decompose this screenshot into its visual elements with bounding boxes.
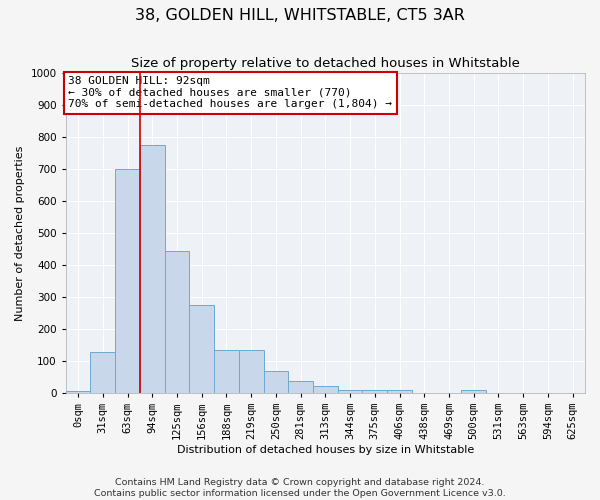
Bar: [91, 352, 115, 393]
Bar: [461, 390, 486, 393]
Title: Size of property relative to detached houses in Whitstable: Size of property relative to detached ho…: [131, 58, 520, 70]
Bar: [66, 392, 91, 393]
Bar: [387, 390, 412, 393]
Bar: [190, 305, 214, 393]
Bar: [115, 169, 140, 393]
Text: 38 GOLDEN HILL: 92sqm
← 30% of detached houses are smaller (770)
70% of semi-det: 38 GOLDEN HILL: 92sqm ← 30% of detached …: [68, 76, 392, 110]
Bar: [288, 381, 313, 393]
Text: Contains HM Land Registry data © Crown copyright and database right 2024.
Contai: Contains HM Land Registry data © Crown c…: [94, 478, 506, 498]
Bar: [362, 390, 387, 393]
Text: 38, GOLDEN HILL, WHITSTABLE, CT5 3AR: 38, GOLDEN HILL, WHITSTABLE, CT5 3AR: [135, 8, 465, 22]
Bar: [263, 370, 288, 393]
Bar: [164, 251, 190, 393]
Y-axis label: Number of detached properties: Number of detached properties: [15, 146, 25, 320]
X-axis label: Distribution of detached houses by size in Whitstable: Distribution of detached houses by size …: [177, 445, 474, 455]
Bar: [140, 145, 164, 393]
Bar: [239, 350, 263, 393]
Bar: [338, 390, 362, 393]
Bar: [214, 350, 239, 393]
Bar: [313, 386, 338, 393]
